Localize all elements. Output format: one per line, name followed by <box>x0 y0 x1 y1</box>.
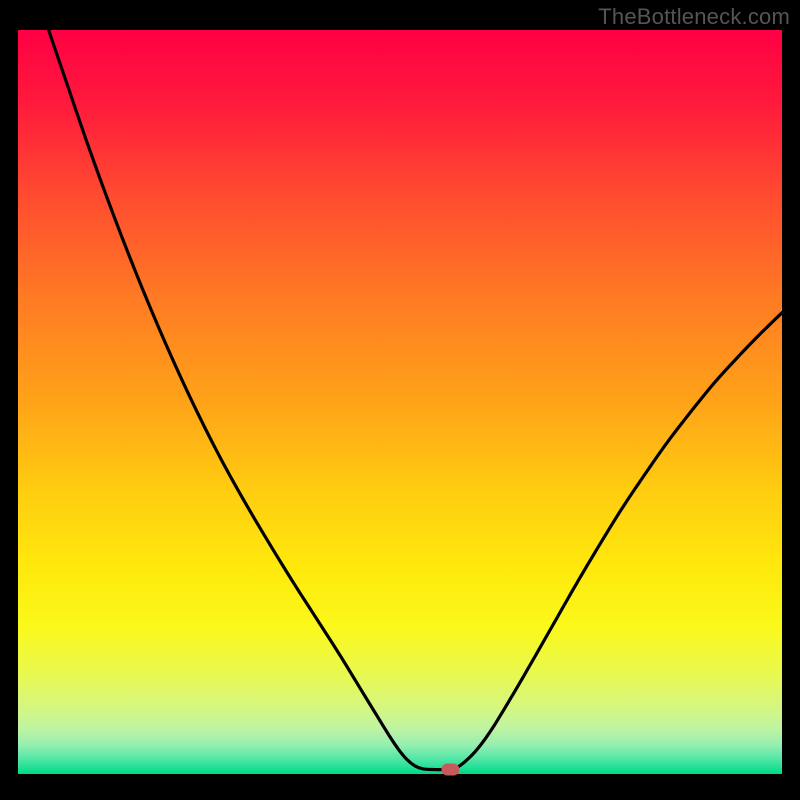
plot-area <box>18 30 782 774</box>
watermark-text: TheBottleneck.com <box>598 4 790 30</box>
bottleneck-chart <box>0 0 800 800</box>
chart-container: TheBottleneck.com <box>0 0 800 800</box>
optimal-marker <box>441 764 459 776</box>
